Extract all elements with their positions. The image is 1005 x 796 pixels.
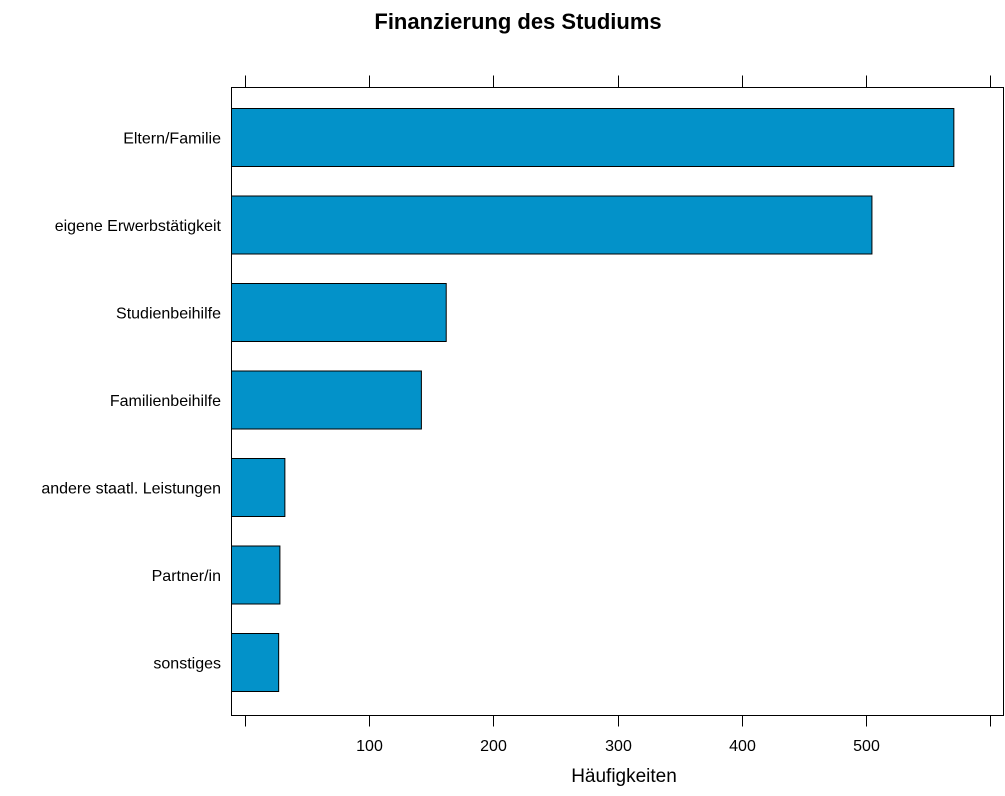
x-tick-label: 500 [853,738,880,755]
bars-group [231,108,955,692]
bar-2 [231,195,873,255]
x-axis-ticks [245,75,991,727]
category-label: Partner/in [152,568,221,585]
chart-title: Finanzierung des Studiums [374,9,661,34]
bar-5 [231,458,286,517]
x-tick-label: 100 [356,738,383,755]
category-label: Studienbeihilfe [116,306,221,323]
category-label: Familienbeihilfe [110,393,221,410]
x-axis-title: Häufigkeiten [571,766,677,787]
bar-3 [231,283,447,342]
category-label: Eltern/Familie [123,131,221,148]
bar-1 [231,108,955,167]
bar-4 [231,370,422,430]
x-tick-label: 400 [729,738,756,755]
x-axis-tick-labels: 100 200 300 400 500 [356,738,880,755]
bar-7 [231,633,280,692]
category-label: andere staatl. Leistungen [41,481,221,498]
category-label: sonstiges [153,656,221,673]
x-tick-label: 300 [605,738,632,755]
x-tick-label: 200 [480,738,507,755]
category-labels: Eltern/Familie eigene Erwerbstätigkeit Stu… [41,131,221,673]
bar-6 [231,545,281,605]
category-label: eigene Erwerbstätigkeit [55,218,222,235]
